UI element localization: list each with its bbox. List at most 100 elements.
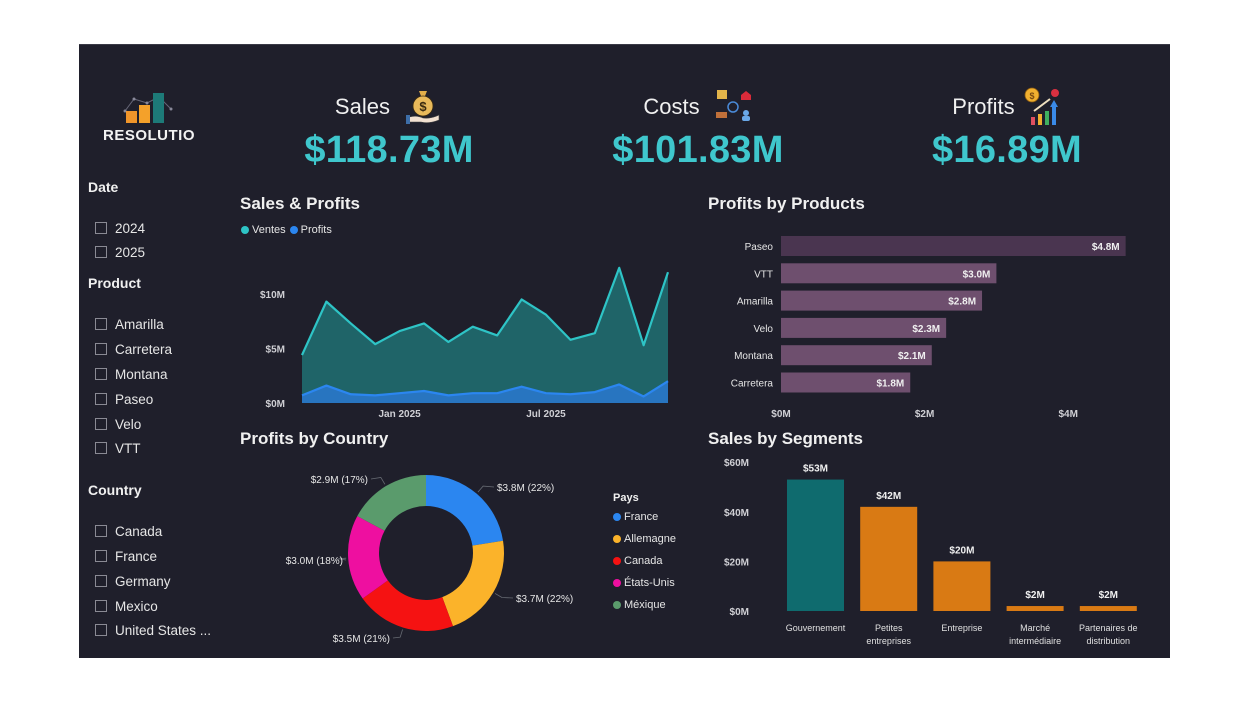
growth-chart-icon: $ <box>1024 87 1059 125</box>
segment-value-label: $2M <box>1025 590 1044 601</box>
product-bar <box>781 345 932 366</box>
slicer-product-option[interactable]: VTT <box>95 438 141 458</box>
product-bar <box>781 372 911 393</box>
option-label: Velo <box>115 416 142 432</box>
option-label: Amarilla <box>115 316 164 332</box>
slicer-date-option[interactable]: 2024 <box>95 218 145 238</box>
donut-data-label: $3.5M (21%) <box>333 634 390 645</box>
kpi-sales-value: $118.73M <box>304 129 474 171</box>
area-ventes <box>302 267 668 403</box>
donut-slice-2 <box>362 580 453 631</box>
slicer-country-option[interactable]: France <box>95 546 157 566</box>
checkbox[interactable] <box>95 418 107 430</box>
area-profits <box>302 381 668 403</box>
slicer-product-option[interactable]: Montana <box>95 364 168 384</box>
option-label: Germany <box>115 573 171 589</box>
segment-value-label: $42M <box>876 491 901 502</box>
kpi-sales-label: Sales <box>334 94 390 119</box>
slicer-product-option[interactable]: Amarilla <box>95 314 164 334</box>
legend-item[interactable]: France <box>613 511 658 523</box>
profits-products-title: Profits by Products <box>708 194 865 213</box>
bar-chart-logo-icon <box>123 93 173 123</box>
legend-dot-profits <box>289 226 298 234</box>
checkbox[interactable] <box>95 246 107 258</box>
legend-item[interactable]: Allemagne <box>613 533 676 545</box>
slicer-country-option[interactable]: Canada <box>95 521 162 541</box>
kpi-costs-value: $101.83M <box>612 129 784 171</box>
money-bag-hand-icon: $ <box>406 91 440 124</box>
sales-profits-title: Sales & Profits <box>240 194 360 213</box>
product-label: Velo <box>754 324 774 335</box>
option-label: Canada <box>115 523 163 539</box>
dashboard: RESOLUTIO Sales $ $118.73M Costs $101.83… <box>79 44 1170 658</box>
y-tick-label: $60M <box>724 458 749 469</box>
option-label: 2025 <box>115 244 146 260</box>
product-label: Amarilla <box>737 297 774 308</box>
leader-line <box>370 477 386 485</box>
kpi-sales: Sales $ $118.73M <box>259 87 519 172</box>
slicer-country-option[interactable]: Germany <box>95 571 171 591</box>
slicer-product-option[interactable]: Carretera <box>95 339 172 359</box>
slicer-country-title: Country <box>88 482 142 498</box>
segment-value-label: $53M <box>803 464 828 475</box>
legend-label: France <box>624 511 659 523</box>
checkbox[interactable] <box>95 343 107 355</box>
checkbox[interactable] <box>95 575 107 587</box>
segment-category-label: Partenaires de <box>1079 623 1138 633</box>
donut-slice-1 <box>442 540 505 627</box>
option-label: Montana <box>115 366 168 382</box>
legend-item[interactable]: Canada <box>613 555 663 567</box>
legend-label: Profits <box>300 224 332 236</box>
slicer-product-option[interactable]: Velo <box>95 414 141 434</box>
slicer-date-option[interactable]: 2025 <box>95 242 145 262</box>
slicer-product-option[interactable]: Paseo <box>95 389 153 409</box>
segment-value-label: $20M <box>949 545 974 556</box>
segment-category-label: Gouvernement <box>786 623 846 633</box>
checkbox[interactable] <box>95 624 107 636</box>
segment-bar <box>860 506 918 611</box>
leader-line <box>338 557 347 561</box>
segment-bar <box>1079 606 1137 611</box>
slicer-country-option[interactable]: United States ... <box>95 620 211 640</box>
segment-category-label: Petites <box>875 623 903 633</box>
product-label: VTT <box>754 269 773 280</box>
slicer-country-option[interactable]: Mexico <box>95 596 158 616</box>
option-label: United States ... <box>115 622 212 638</box>
checkbox[interactable] <box>95 222 107 234</box>
leader-line <box>477 485 495 493</box>
kpi-profits: Profits $ $16.89M <box>877 87 1137 172</box>
donut-data-label: $3.0M (18%) <box>286 556 343 567</box>
option-label: 2024 <box>115 220 146 236</box>
product-label: Paseo <box>745 242 774 253</box>
x-tick-label: Jul 2025 <box>526 409 566 420</box>
product-value-label: $2.1M <box>898 351 926 362</box>
donut-slice-3 <box>348 516 388 599</box>
product-label: Carretera <box>731 379 774 390</box>
checkbox[interactable] <box>95 368 107 380</box>
line-profits <box>301 380 669 398</box>
y-tick-label: $20M <box>724 557 749 568</box>
y-tick-label: $5M <box>266 345 285 356</box>
svg-text:$: $ <box>1029 91 1034 101</box>
checkbox[interactable] <box>95 442 107 454</box>
leader-line <box>494 593 514 599</box>
donut-data-label: $3.7M (22%) <box>516 594 573 605</box>
line-ventes <box>300 266 670 356</box>
legend-item[interactable]: États-Unis <box>613 577 675 589</box>
x-tick-label: $0M <box>771 409 790 420</box>
donut-slice-0 <box>426 475 504 546</box>
legend-dot <box>613 557 621 565</box>
checkbox[interactable] <box>95 525 107 537</box>
checkbox[interactable] <box>95 393 107 405</box>
legend-item[interactable]: Méxique <box>613 599 666 611</box>
country-legend-title: Pays <box>613 492 639 504</box>
segment-category-label: intermédiaire <box>1009 636 1061 646</box>
product-bar <box>781 263 997 284</box>
checkbox[interactable] <box>95 600 107 612</box>
legend-label: États-Unis <box>624 577 675 589</box>
sales-segments-title: Sales by Segments <box>708 429 863 448</box>
checkbox[interactable] <box>95 318 107 330</box>
checkbox[interactable] <box>95 550 107 562</box>
leader-line <box>392 629 403 639</box>
x-tick-label: $4M <box>1058 409 1077 420</box>
